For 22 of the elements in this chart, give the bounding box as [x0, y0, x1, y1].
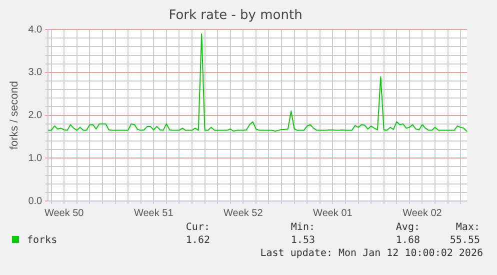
legend-label: forks — [27, 235, 58, 246]
text: 55.55 — [448, 235, 480, 248]
y-tick-label: 0.0 — [28, 196, 43, 207]
x-tick-label: Week 52 — [224, 208, 264, 219]
y-tick-label: 1.0 — [28, 152, 43, 164]
text: 1.62 — [184, 235, 210, 248]
x-tick-label: Week 02 — [402, 208, 442, 219]
y-axis-title: forks / second — [8, 81, 21, 150]
text: Last update: Mon Jan 12 10:00:02 2026 — [259, 248, 484, 259]
y-tick-label: 2.0 — [28, 110, 43, 122]
text: Cur: — [184, 222, 210, 235]
chart-title: Fork rate - by month — [168, 8, 302, 24]
x-tick-label: Week 50 — [44, 208, 84, 219]
x-tick-label: Week 01 — [313, 208, 353, 219]
y-tick-label: 4.0 — [28, 24, 43, 36]
y-tick-label: 3.0 — [28, 67, 43, 78]
text: Avg: — [394, 222, 420, 235]
text: Max: — [454, 222, 480, 235]
text: 1.53 — [290, 235, 315, 248]
text: 1.68 — [394, 235, 420, 248]
text: Min: — [290, 222, 315, 235]
x-tick-label: Week 51 — [134, 208, 174, 219]
